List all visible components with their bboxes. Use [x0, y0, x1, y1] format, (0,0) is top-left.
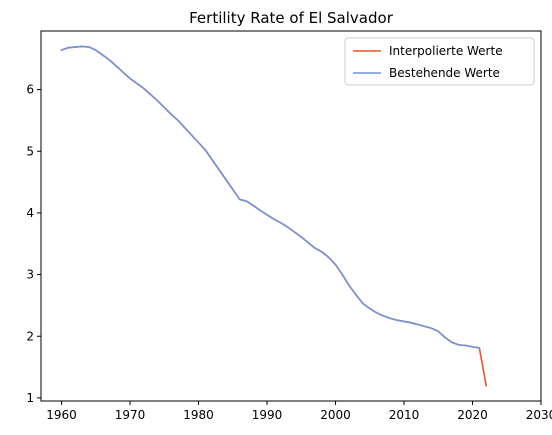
x-tick-label: 1960 [46, 408, 77, 422]
series-line-2 [60, 45, 481, 349]
y-axis: 1 2 3 4 5 6 [26, 83, 41, 405]
y-tick-label: 5 [26, 144, 34, 158]
legend-label-1: Interpolierte Werte [389, 44, 503, 58]
plot-frame [40, 30, 542, 402]
x-tick-label: 1970 [115, 408, 146, 422]
y-tick-label: 4 [26, 206, 34, 220]
y-tick-label: 2 [26, 329, 34, 343]
legend: Interpolierte Werte Bestehende Werte [344, 37, 535, 86]
legend-box [344, 37, 535, 86]
y-tick-label: 6 [26, 83, 34, 97]
y-tick-label: 1 [26, 391, 34, 405]
x-tick-label: 1990 [252, 408, 283, 422]
series-line-1 [60, 45, 488, 387]
x-tick-label: 1980 [183, 408, 214, 422]
x-tick-label: 2020 [457, 408, 488, 422]
chart-title: Fertility Rate of El Salvador [189, 9, 394, 27]
plot-lines [60, 45, 488, 387]
y-tick-label: 3 [26, 268, 34, 282]
x-axis: 1960 1970 1980 1990 2000 2010 2020 2030 [46, 401, 552, 422]
x-tick-label: 2030 [526, 408, 552, 422]
x-tick-label: 2010 [389, 408, 420, 422]
x-tick-label: 2000 [320, 408, 351, 422]
legend-label-2: Bestehende Werte [389, 66, 500, 80]
